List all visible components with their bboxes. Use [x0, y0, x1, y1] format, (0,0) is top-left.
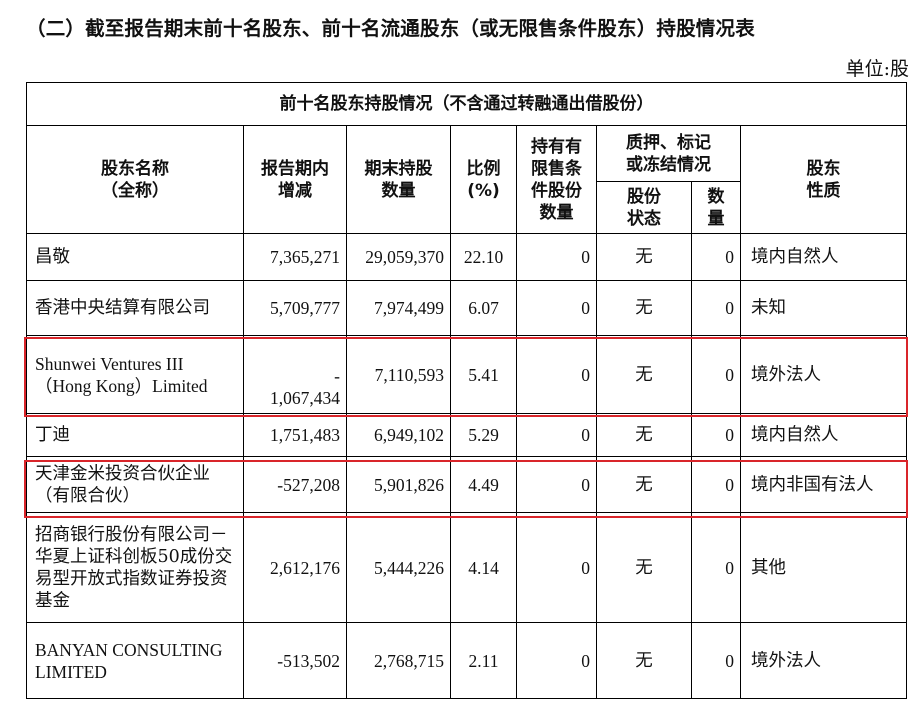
cell-pledge-status: 无: [596, 413, 692, 457]
table-caption: 前十名股东持股情况（不含通过转融通出借股份）: [26, 82, 907, 126]
header-restricted: 持有有 限售条 件股份 数量: [516, 125, 597, 234]
cell-restricted: 0: [516, 512, 597, 623]
cell-nature: 境内非国有法人: [740, 456, 907, 513]
table-row: BANYAN CONSULTING LIMITED -513,502 2,768…: [26, 622, 907, 699]
cell-shares: 7,110,593: [346, 335, 451, 414]
cell-change: 2,612,176: [243, 512, 347, 623]
cell-pledge-qty: 0: [691, 456, 741, 513]
cell-pledge-qty: 0: [691, 512, 741, 623]
table-row: 香港中央结算有限公司 5,709,777 7,974,499 6.07 0 无 …: [26, 280, 907, 336]
unit-label: 单位:股: [845, 58, 909, 80]
cell-shares: 5,444,226: [346, 512, 451, 623]
cell-nature: 其他: [740, 512, 907, 623]
cell-nature: 境外法人: [740, 622, 907, 699]
table-row: 昌敬 7,365,271 29,059,370 22.10 0 无 0 境内自然…: [26, 233, 907, 281]
page-title: （二）截至报告期末前十名股东、前十名流通股东（或无限售条件股东）持股情况表: [26, 17, 755, 40]
header-pledge-group: 质押、标记 或冻结情况: [596, 125, 741, 182]
cell-name: 招商银行股份有限公司－华夏上证科创板50成份交易型开放式指数证券投资基金: [26, 512, 244, 623]
cell-change-sign: -: [334, 366, 340, 386]
cell-ratio: 5.29: [450, 413, 517, 457]
cell-change: 7,365,271: [243, 233, 347, 281]
cell-change: -527,208: [243, 456, 347, 513]
cell-ratio: 2.11: [450, 622, 517, 699]
shareholder-table: 前十名股东持股情况（不含通过转融通出借股份） 股东名称 （全称） 报告期内 增减 期…: [26, 82, 907, 699]
header-shares: 期末持股 数量: [346, 125, 451, 234]
cell-name: 天津金米投资合伙企业（有限合伙）: [26, 456, 244, 513]
cell-pledge-status: 无: [596, 280, 692, 336]
header-change: 报告期内 增减: [243, 125, 347, 234]
cell-restricted: 0: [516, 280, 597, 336]
table-row: 天津金米投资合伙企业（有限合伙） -527,208 5,901,826 4.49…: [26, 456, 907, 513]
cell-ratio: 5.41: [450, 335, 517, 414]
header-pledge-status: 股份 状态: [596, 181, 692, 234]
cell-restricted: 0: [516, 456, 597, 513]
table-row: 招商银行股份有限公司－华夏上证科创板50成份交易型开放式指数证券投资基金 2,6…: [26, 512, 907, 623]
cell-name: 丁迪: [26, 413, 244, 457]
cell-name: BANYAN CONSULTING LIMITED: [26, 622, 244, 699]
header-pledge-qty: 数量: [691, 181, 741, 234]
cell-name: 香港中央结算有限公司: [26, 280, 244, 336]
cell-shares: 7,974,499: [346, 280, 451, 336]
cell-name: 昌敬: [26, 233, 244, 281]
cell-pledge-status: 无: [596, 512, 692, 623]
cell-restricted: 0: [516, 233, 597, 281]
cell-pledge-status: 无: [596, 456, 692, 513]
cell-change: 1,751,483: [243, 413, 347, 457]
cell-nature: 境内自然人: [740, 233, 907, 281]
cell-restricted: 0: [516, 335, 597, 414]
cell-ratio: 4.49: [450, 456, 517, 513]
cell-pledge-status: 无: [596, 233, 692, 281]
cell-restricted: 0: [516, 622, 597, 699]
cell-pledge-qty: 0: [691, 280, 741, 336]
cell-pledge-status: 无: [596, 335, 692, 414]
table-row: 丁迪 1,751,483 6,949,102 5.29 0 无 0 境内自然人: [26, 413, 907, 457]
cell-pledge-qty: 0: [691, 622, 741, 699]
cell-pledge-qty: 0: [691, 335, 741, 414]
cell-pledge-qty: 0: [691, 413, 741, 457]
cell-restricted: 0: [516, 413, 597, 457]
cell-pledge-qty: 0: [691, 233, 741, 281]
cell-pledge-status: 无: [596, 622, 692, 699]
header-name: 股东名称 （全称）: [26, 125, 244, 234]
cell-shares: 5,901,826: [346, 456, 451, 513]
cell-change: -513,502: [243, 622, 347, 699]
cell-nature: 未知: [740, 280, 907, 336]
cell-ratio: 6.07: [450, 280, 517, 336]
cell-change: - 1,067,434: [243, 335, 347, 414]
cell-nature: 境内自然人: [740, 413, 907, 457]
cell-shares: 6,949,102: [346, 413, 451, 457]
table-row: Shunwei Ventures III（Hong Kong）Limited -…: [26, 335, 907, 414]
cell-name: Shunwei Ventures III（Hong Kong）Limited: [26, 335, 244, 414]
cell-shares: 2,768,715: [346, 622, 451, 699]
header-ratio: 比例 (%): [450, 125, 517, 234]
cell-change-value: 1,067,434: [270, 388, 340, 408]
header-nature: 股东 性质: [740, 125, 907, 234]
cell-ratio: 22.10: [450, 233, 517, 281]
cell-ratio: 4.14: [450, 512, 517, 623]
cell-change: 5,709,777: [243, 280, 347, 336]
cell-nature: 境外法人: [740, 335, 907, 414]
cell-shares: 29,059,370: [346, 233, 451, 281]
